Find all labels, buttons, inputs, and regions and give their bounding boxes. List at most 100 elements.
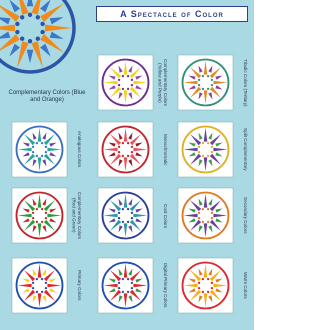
dot <box>202 278 204 280</box>
dot <box>202 75 204 77</box>
panel-label: Complementary Colors (Yellow and Purple) <box>155 55 168 110</box>
dot <box>20 37 24 41</box>
dot <box>211 287 213 289</box>
dot <box>198 212 200 214</box>
dot <box>32 212 34 214</box>
petal <box>17 0 29 15</box>
dot <box>207 142 209 144</box>
dot <box>131 84 133 86</box>
petal <box>50 32 64 39</box>
petal <box>9 44 20 57</box>
petal <box>27 0 34 6</box>
dot <box>211 151 213 153</box>
dot <box>20 15 24 19</box>
dot <box>207 88 209 90</box>
panel-label: Analogous Colors <box>69 122 82 177</box>
dot <box>45 282 47 284</box>
petal <box>31 41 43 68</box>
petal <box>0 25 15 32</box>
petal <box>0 32 10 39</box>
dot <box>118 217 120 219</box>
dot <box>118 84 120 86</box>
panel-label: Digital Primary Colors <box>155 258 168 313</box>
dot <box>207 208 209 210</box>
dot <box>118 287 120 289</box>
title: A Spectacle of Color <box>96 6 248 22</box>
dot <box>122 142 124 144</box>
dot <box>41 155 43 157</box>
dot <box>211 282 213 284</box>
dot <box>28 39 32 43</box>
dot <box>28 13 32 17</box>
dot <box>36 221 38 223</box>
dot <box>36 291 38 293</box>
dot <box>207 278 209 280</box>
dot <box>202 88 204 90</box>
dot <box>202 155 204 157</box>
dot <box>15 22 19 26</box>
dot <box>202 221 204 223</box>
dot <box>122 221 124 223</box>
dot <box>122 208 124 210</box>
panel-label: Secondary Colors <box>235 188 248 243</box>
dot <box>118 146 120 148</box>
dot <box>207 155 209 157</box>
dot <box>118 212 120 214</box>
dot <box>36 155 38 157</box>
panel-label: Cool Colors <box>155 188 168 243</box>
dot <box>207 75 209 77</box>
dot <box>40 30 44 34</box>
dot <box>198 79 200 81</box>
petal <box>9 0 20 12</box>
dot <box>36 208 38 210</box>
dot <box>211 146 213 148</box>
dot <box>45 287 47 289</box>
dot <box>118 282 120 284</box>
dot <box>127 291 129 293</box>
dot <box>131 217 133 219</box>
panel-label: Primary Colors <box>69 258 82 313</box>
dot <box>122 155 124 157</box>
dot <box>122 75 124 77</box>
dot <box>131 212 133 214</box>
dot <box>127 142 129 144</box>
dot <box>36 278 38 280</box>
dot <box>41 208 43 210</box>
panel-label: Complementary Colors (Red and Green) <box>69 188 82 243</box>
panel-label: Split Complementary <box>235 122 248 177</box>
poster: A Spectacle of Color Complementary Color… <box>0 0 254 330</box>
dot <box>202 291 204 293</box>
dot <box>198 217 200 219</box>
petal <box>0 17 10 24</box>
dot <box>32 146 34 148</box>
dot <box>45 212 47 214</box>
dot <box>131 151 133 153</box>
artwork <box>0 0 254 330</box>
dot <box>40 22 44 26</box>
petal <box>40 44 51 57</box>
dot <box>36 15 40 19</box>
dot <box>202 208 204 210</box>
dot <box>127 221 129 223</box>
panel-label: Monochromatic <box>155 122 168 177</box>
dot <box>122 88 124 90</box>
dot <box>127 155 129 157</box>
panel-label: Complementary Colors (Blue and Orange) <box>4 90 90 104</box>
petal <box>27 50 34 63</box>
dot <box>127 278 129 280</box>
dot <box>127 75 129 77</box>
dot <box>41 278 43 280</box>
dot <box>211 79 213 81</box>
petal <box>40 0 51 12</box>
dot <box>36 142 38 144</box>
dot <box>131 146 133 148</box>
dot <box>118 151 120 153</box>
dot <box>32 217 34 219</box>
petal <box>45 25 72 32</box>
dot <box>32 287 34 289</box>
dot <box>41 221 43 223</box>
dot <box>131 79 133 81</box>
petal <box>50 17 64 24</box>
dot <box>118 79 120 81</box>
petal <box>31 0 43 15</box>
